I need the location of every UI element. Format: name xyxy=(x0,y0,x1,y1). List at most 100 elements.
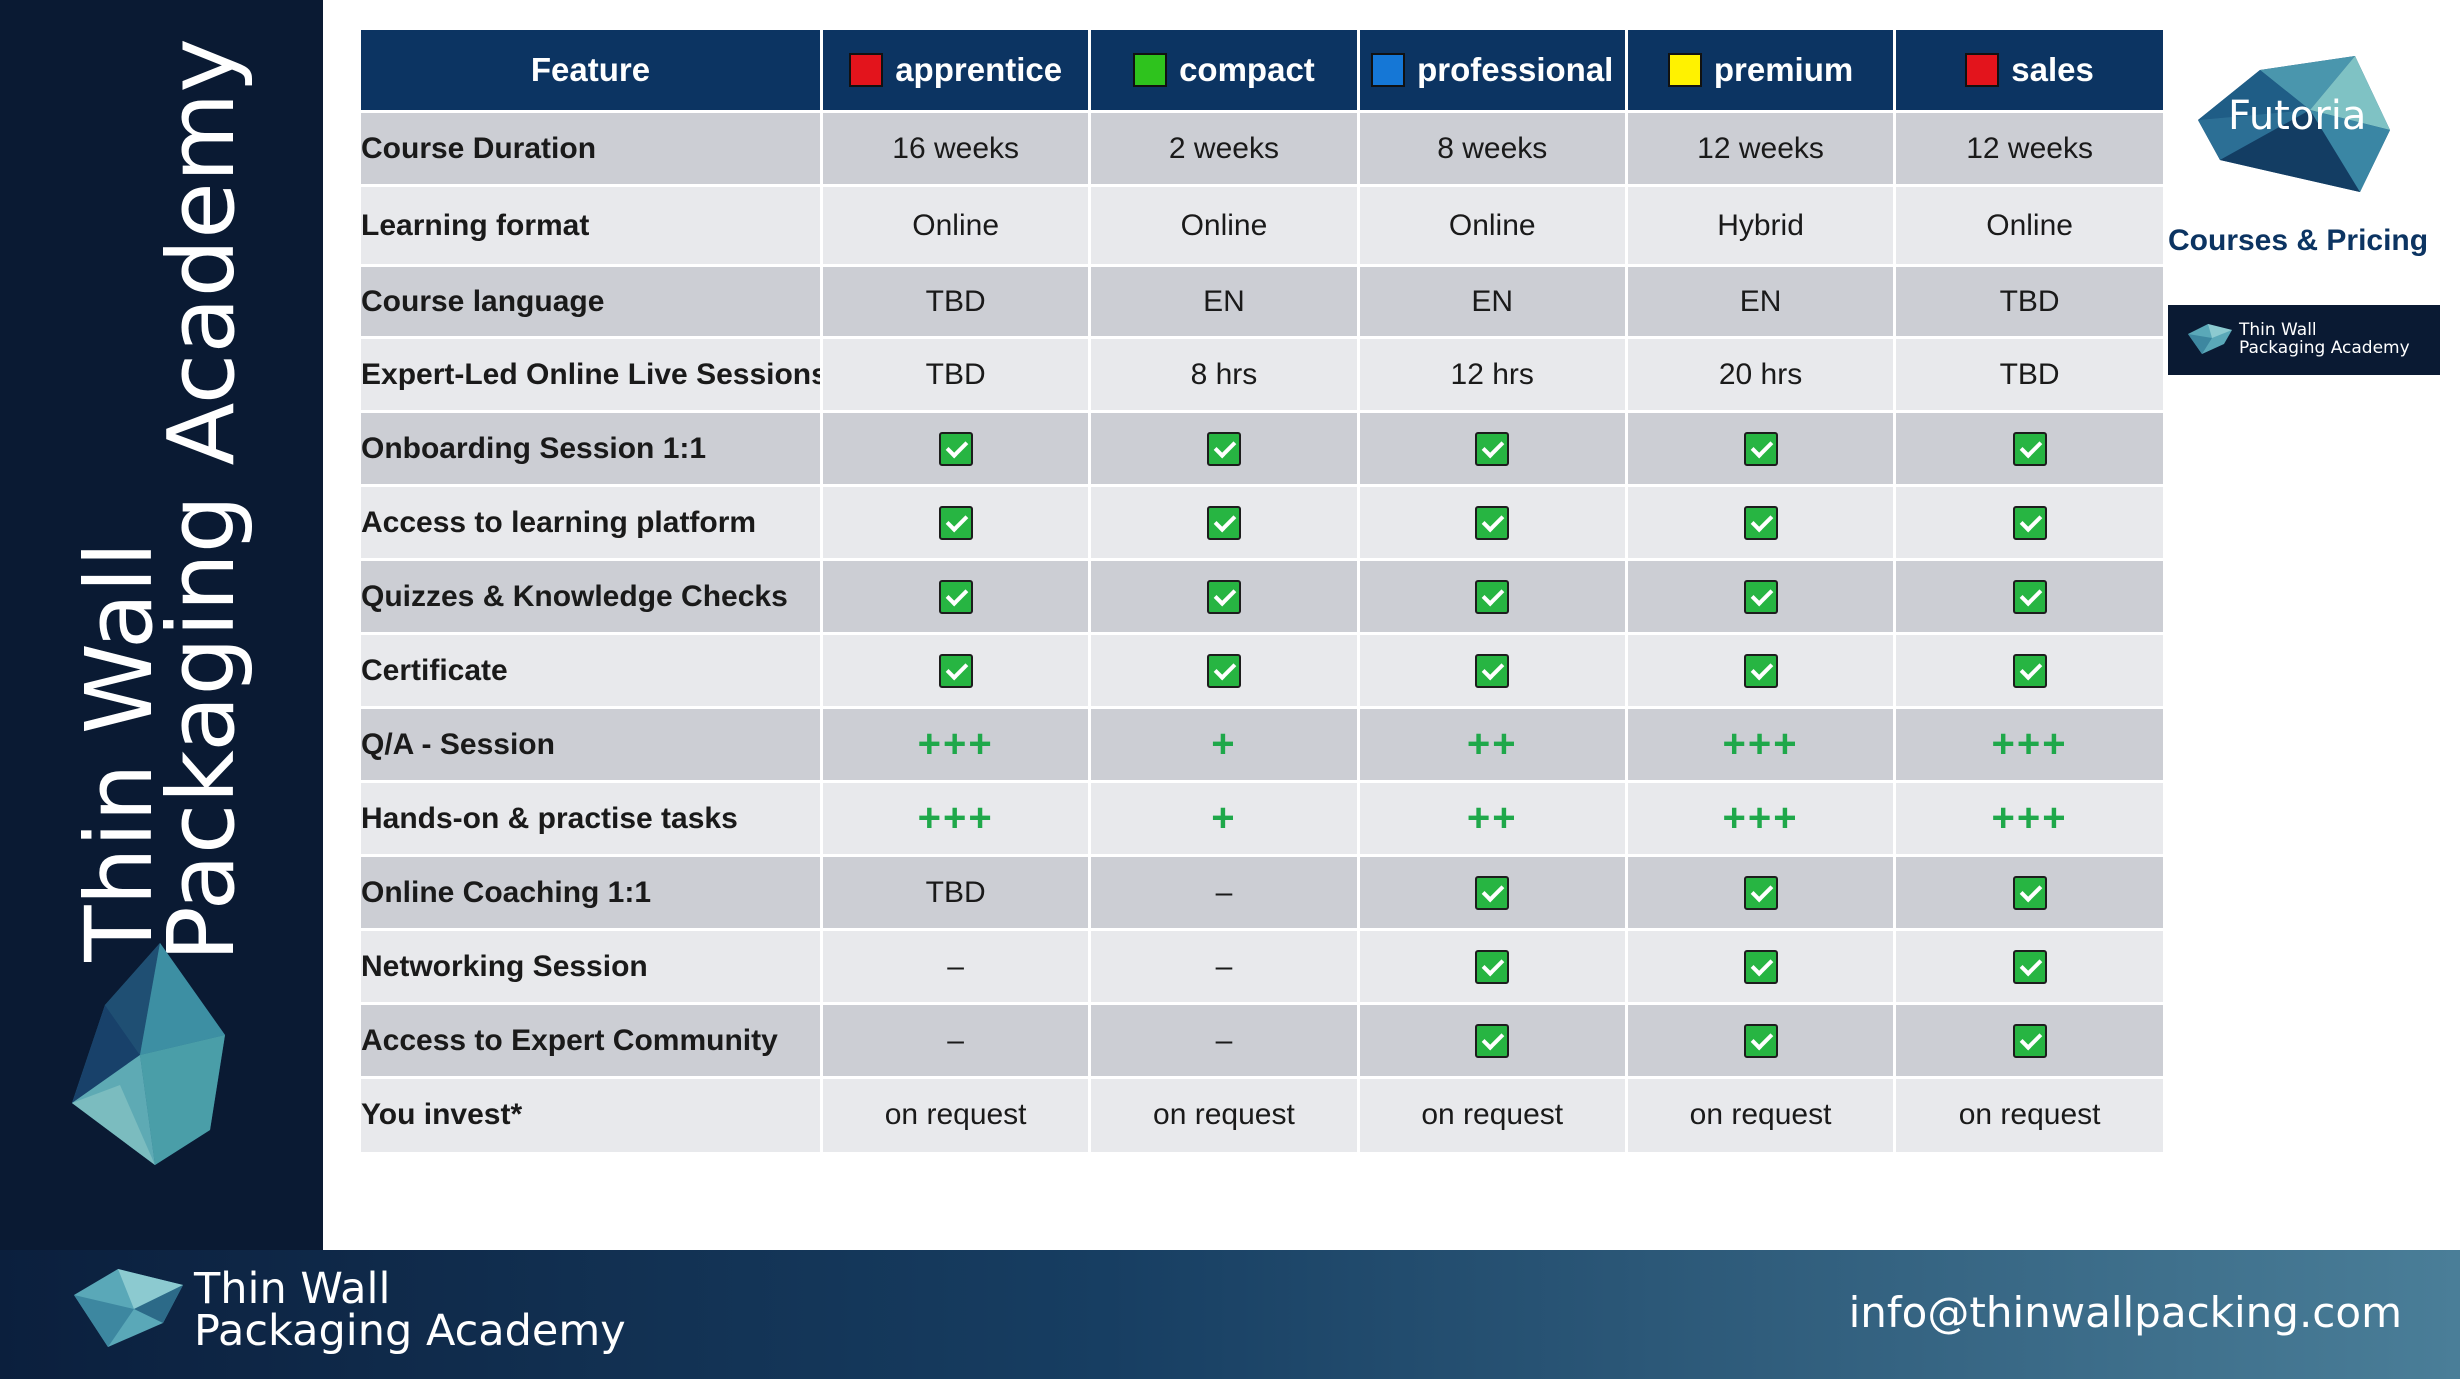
plan-header-apprentice: apprentice xyxy=(821,30,1092,112)
cell-premium: +++ xyxy=(1626,706,1897,782)
badge-line1: Thin Wall xyxy=(2239,320,2317,340)
cell-sales: +++ xyxy=(1894,706,2163,782)
cell-compact xyxy=(1089,558,1360,634)
cell-premium xyxy=(1626,928,1897,1004)
courses-pricing-subtitle: Courses & Pricing xyxy=(2168,224,2429,257)
cell-compact xyxy=(1089,632,1360,708)
academy-badge-text: Thin Wall Packaging Academy xyxy=(2239,321,2410,357)
footer-academy-logo-icon xyxy=(74,1269,183,1347)
sidebar-brand-line2: Packaging Academy xyxy=(148,38,255,962)
academy-badge: Thin Wall Packaging Academy xyxy=(2168,305,2440,375)
cell-professional: ++ xyxy=(1358,780,1628,856)
cell-sales xyxy=(1894,558,2163,634)
feature-name: Expert-Led Online Live Sessions xyxy=(361,336,823,412)
cell-professional: 12 hrs xyxy=(1358,336,1628,412)
checkmark-icon xyxy=(938,654,973,689)
plan-label: professional xyxy=(1417,51,1614,88)
cell-professional: Online xyxy=(1358,184,1628,266)
feature-name: Q/A - Session xyxy=(361,706,823,782)
cell-premium: Hybrid xyxy=(1626,184,1897,266)
not-included-dash: – xyxy=(1215,1023,1233,1057)
plus-rating: ++ xyxy=(1466,796,1518,840)
plus-rating: + xyxy=(1211,796,1237,840)
table-row: Learning format Online Online Online Hybrid O… xyxy=(361,184,2163,266)
cell-professional: 8 weeks xyxy=(1358,110,1628,186)
cell-compact: Online xyxy=(1089,184,1360,266)
badge-line2: Packaging Academy xyxy=(2239,338,2410,358)
checkmark-icon xyxy=(1475,506,1510,541)
plus-rating: +++ xyxy=(1991,796,2068,840)
plan-header-premium: premium xyxy=(1626,30,1897,112)
cell-premium: 12 weeks xyxy=(1626,110,1897,186)
checkmark-icon xyxy=(2012,432,2047,467)
cell-sales: TBD xyxy=(1894,336,2163,412)
cell-premium xyxy=(1626,558,1897,634)
checkmark-icon xyxy=(2012,1024,2047,1059)
checkmark-icon xyxy=(938,580,973,615)
cell-compact: – xyxy=(1089,928,1360,1004)
cell-professional xyxy=(1358,928,1628,1004)
futoria-logo-icon xyxy=(2198,56,2390,192)
checkmark-icon xyxy=(2012,876,2047,911)
cell-compact: on request xyxy=(1089,1076,1360,1152)
cell-sales: +++ xyxy=(1894,780,2163,856)
checkmark-icon xyxy=(1475,432,1510,467)
checkmark-icon xyxy=(1475,876,1510,911)
cell-apprentice: TBD xyxy=(821,264,1092,338)
cell-compact: 2 weeks xyxy=(1089,110,1360,186)
cell-apprentice xyxy=(821,558,1092,634)
cell-apprentice xyxy=(821,632,1092,708)
cell-premium xyxy=(1626,484,1897,560)
plan-header-professional: professional xyxy=(1358,30,1628,112)
feature-name: Hands-on & practise tasks xyxy=(361,780,823,856)
cell-professional xyxy=(1358,558,1628,634)
checkmark-icon xyxy=(1743,876,1778,911)
table-row: Certificate xyxy=(361,632,2163,708)
checkmark-icon xyxy=(2012,506,2047,541)
cell-apprentice: 16 weeks xyxy=(821,110,1092,186)
footer-brand-text: Thin Wall Packaging Academy xyxy=(194,1264,626,1353)
cell-professional xyxy=(1358,1002,1628,1078)
plan-header-sales: sales xyxy=(1894,30,2163,112)
cell-compact: + xyxy=(1089,706,1360,782)
checkmark-icon xyxy=(1743,1024,1778,1059)
table-row: Expert-Led Online Live Sessions TBD 8 hrs 1… xyxy=(361,336,2163,412)
cell-premium xyxy=(1626,854,1897,930)
cell-sales: TBD xyxy=(1894,264,2163,338)
feature-name: Networking Session xyxy=(361,928,823,1004)
cell-compact: – xyxy=(1089,1002,1360,1078)
table-row: Course language TBD EN EN EN TBD xyxy=(361,264,2163,338)
feature-name: Online Coaching 1:1 xyxy=(361,854,823,930)
footer-brand-line1: Thin Wall xyxy=(194,1264,391,1314)
cell-apprentice xyxy=(821,410,1092,486)
checkmark-icon xyxy=(1743,506,1778,541)
sidebar-brand-title: Thin Wall Packaging Academy xyxy=(66,38,255,962)
checkmark-icon xyxy=(1743,432,1778,467)
table-row: Course Duration 16 weeks 2 weeks 8 weeks 12 … xyxy=(361,110,2163,186)
premium-color-swatch xyxy=(1667,53,1702,87)
cell-apprentice: – xyxy=(821,1002,1092,1078)
not-included-dash: – xyxy=(947,949,964,983)
cell-premium: +++ xyxy=(1626,780,1897,856)
pricing-comparison-table: Feature apprentice compact professional … xyxy=(361,30,2163,1152)
table-row: You invest* on request on request on reques… xyxy=(361,1076,2163,1152)
checkmark-icon xyxy=(1475,580,1510,615)
cell-premium: on request xyxy=(1626,1076,1897,1152)
plan-label: sales xyxy=(2011,51,2094,88)
cell-compact: + xyxy=(1089,780,1360,856)
sales-color-swatch xyxy=(1965,53,2000,87)
plus-rating: +++ xyxy=(917,796,994,840)
cell-sales xyxy=(1894,1002,2163,1078)
cell-premium: EN xyxy=(1626,264,1897,338)
feature-name: Course language xyxy=(361,264,823,338)
table-header-row: Feature apprentice compact professional … xyxy=(361,30,2163,112)
checkmark-icon xyxy=(938,432,973,467)
cell-compact xyxy=(1089,410,1360,486)
cell-apprentice: +++ xyxy=(821,706,1092,782)
plus-rating: +++ xyxy=(1722,796,1799,840)
checkmark-icon xyxy=(1206,506,1241,541)
cell-professional: on request xyxy=(1358,1076,1628,1152)
cell-sales: on request xyxy=(1894,1076,2163,1152)
checkmark-icon xyxy=(938,506,973,541)
plus-rating: +++ xyxy=(1722,722,1799,766)
